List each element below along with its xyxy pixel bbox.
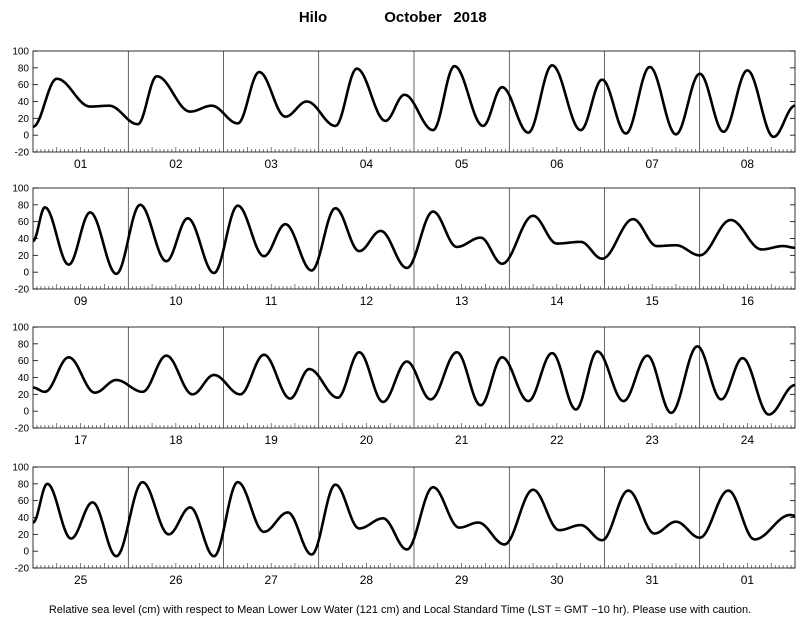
y-tick-label: 0 xyxy=(23,268,29,279)
day-label: 14 xyxy=(550,294,564,308)
day-label: 25 xyxy=(74,573,88,587)
y-tick-label: -20 xyxy=(15,424,30,435)
chart-title-station: Hilo xyxy=(299,9,327,26)
day-label: 20 xyxy=(360,433,374,447)
day-label: 09 xyxy=(74,294,88,308)
chart-footer: Relative sea level (cm) with respect to … xyxy=(49,604,751,616)
day-label: 30 xyxy=(550,573,564,587)
day-label: 11 xyxy=(265,294,278,308)
panel: -20 0 20 40 60 80 100 25 26 27 28 29 30 31 01 xyxy=(12,463,797,587)
day-label: 13 xyxy=(455,294,469,308)
day-label: 05 xyxy=(455,157,469,171)
y-tick-label: 100 xyxy=(12,323,29,334)
day-label: 22 xyxy=(550,433,564,447)
y-tick-label: 100 xyxy=(12,184,29,195)
tide-series-line xyxy=(32,480,797,558)
day-label: 24 xyxy=(741,433,755,447)
day-label: 19 xyxy=(264,433,278,447)
tide-series-line xyxy=(32,64,796,139)
day-label: 18 xyxy=(169,433,183,447)
y-tick-label: 0 xyxy=(23,131,29,142)
y-tick-label: 40 xyxy=(18,234,30,245)
tide-series-line xyxy=(32,203,796,276)
day-label: 01 xyxy=(741,573,755,587)
y-tick-label: 20 xyxy=(18,251,30,262)
y-tick-label: 0 xyxy=(23,407,29,418)
y-tick-label: -20 xyxy=(15,148,30,159)
y-tick-label: 80 xyxy=(18,63,30,74)
day-label: 03 xyxy=(264,157,278,171)
day-label: 27 xyxy=(264,573,278,587)
day-label: 21 xyxy=(455,433,469,447)
day-label: 12 xyxy=(360,294,374,308)
chart-title-month: October xyxy=(384,9,442,26)
day-label: 15 xyxy=(645,294,659,308)
day-label: 23 xyxy=(645,433,659,447)
y-tick-label: 20 xyxy=(18,390,30,401)
day-label: 29 xyxy=(455,573,469,587)
day-label: 17 xyxy=(74,433,88,447)
y-tick-label: 60 xyxy=(18,496,30,507)
y-tick-label: 100 xyxy=(12,463,29,474)
day-label: 02 xyxy=(169,157,183,171)
day-label: 01 xyxy=(74,157,88,171)
y-tick-label: 20 xyxy=(18,114,30,125)
y-tick-label: -20 xyxy=(15,564,30,575)
y-tick-label: 60 xyxy=(18,356,30,367)
day-label: 16 xyxy=(741,294,755,308)
y-tick-label: 40 xyxy=(18,513,30,524)
y-tick-label: 100 xyxy=(12,47,29,58)
tide-series-line xyxy=(32,345,796,416)
panel: -20 0 20 40 60 80 100 09 10 11 12 13 14 15 16 xyxy=(12,184,796,308)
day-label: 08 xyxy=(741,157,755,171)
y-tick-label: 40 xyxy=(18,373,30,384)
y-tick-label: 80 xyxy=(18,479,30,490)
y-tick-label: 80 xyxy=(18,200,30,211)
day-label: 04 xyxy=(360,157,374,171)
y-tick-label: 40 xyxy=(18,97,30,108)
y-tick-label: 80 xyxy=(18,339,30,350)
y-tick-label: 60 xyxy=(18,80,30,91)
day-label: 10 xyxy=(169,294,183,308)
day-label: 31 xyxy=(645,573,659,587)
day-label: 28 xyxy=(360,573,374,587)
y-tick-label: 0 xyxy=(23,547,29,558)
day-label: 06 xyxy=(550,157,564,171)
panel: -20 0 20 40 60 80 100 01 02 03 04 05 06 07 08 xyxy=(12,47,796,171)
day-label: 26 xyxy=(169,573,183,587)
y-tick-label: 60 xyxy=(18,217,30,228)
day-label: 07 xyxy=(645,157,659,171)
panel: -20 0 20 40 60 80 100 17 18 19 20 21 22 23 24 xyxy=(12,323,796,447)
y-tick-label: 20 xyxy=(18,530,30,541)
chart-title-year: 2018 xyxy=(453,9,486,26)
y-tick-label: -20 xyxy=(15,285,30,296)
